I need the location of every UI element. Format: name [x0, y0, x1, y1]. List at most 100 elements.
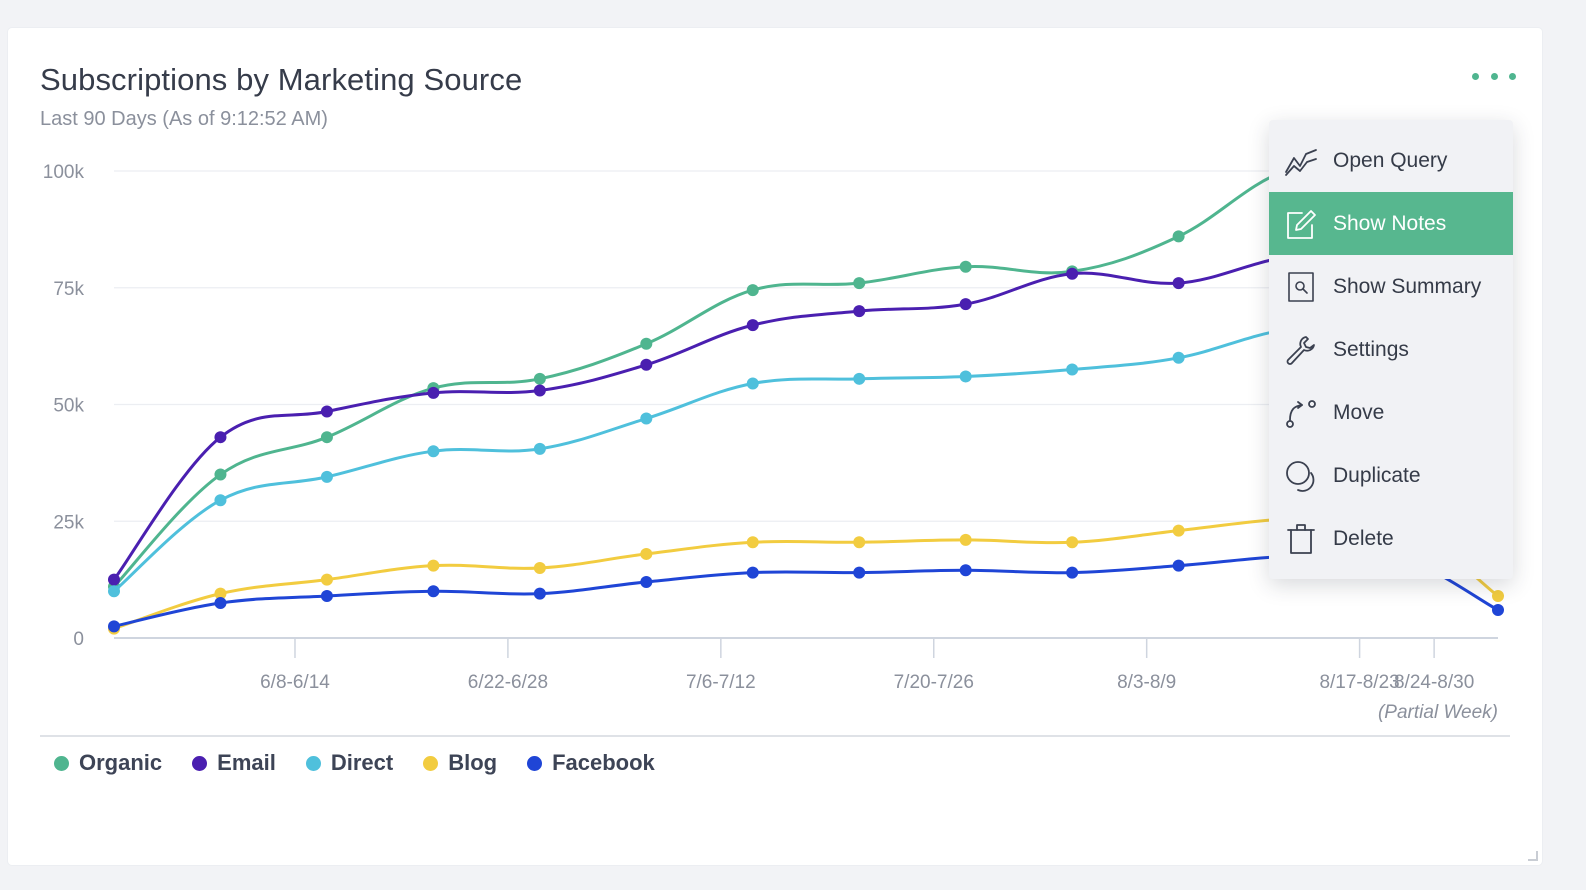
data-point-organic[interactable] — [320, 431, 333, 444]
data-point-facebook[interactable] — [214, 596, 227, 609]
data-point-email[interactable] — [533, 384, 546, 397]
data-point-direct[interactable] — [1172, 351, 1185, 364]
data-point-organic[interactable] — [640, 337, 653, 350]
data-point-blog[interactable] — [320, 573, 333, 586]
legend-label: Email — [217, 750, 276, 775]
data-point-direct[interactable] — [214, 494, 227, 507]
data-point-email[interactable] — [959, 298, 972, 311]
data-point-facebook[interactable] — [640, 575, 653, 588]
menu-item-label: Open Query — [1333, 148, 1448, 172]
resize-handle[interactable] — [1528, 851, 1538, 861]
data-point-email[interactable] — [427, 386, 440, 399]
data-point-facebook[interactable] — [853, 566, 866, 579]
menu-item-show-summary[interactable]: Show Summary — [1269, 255, 1513, 318]
legend-item-organic[interactable]: Organic — [54, 750, 162, 776]
menu-item-label: Duplicate — [1333, 463, 1421, 487]
data-point-organic[interactable] — [853, 277, 866, 290]
data-point-facebook[interactable] — [959, 564, 972, 577]
data-point-blog[interactable] — [533, 561, 546, 574]
x-tick-label: 6/22-6/28 — [468, 672, 548, 693]
data-point-email[interactable] — [108, 573, 120, 586]
data-point-blog[interactable] — [959, 533, 972, 546]
data-point-blog[interactable] — [1172, 524, 1185, 537]
legend-item-email[interactable]: Email — [192, 750, 276, 776]
open-query-icon — [1283, 143, 1319, 179]
y-tick-label: 50k — [53, 396, 84, 417]
data-point-organic[interactable] — [959, 260, 972, 273]
legend-swatch — [54, 755, 69, 771]
more-options-button[interactable] — [1472, 64, 1516, 88]
menu-item-label: Move — [1333, 400, 1385, 424]
data-point-blog[interactable] — [746, 536, 759, 549]
data-point-blog[interactable] — [1492, 589, 1504, 602]
more-options-dot — [1509, 72, 1516, 80]
data-point-organic[interactable] — [214, 468, 227, 481]
data-point-organic[interactable] — [1172, 230, 1185, 243]
data-point-facebook[interactable] — [1172, 559, 1185, 572]
data-point-blog[interactable] — [1066, 536, 1079, 549]
partial-week-note: (Partial Week) — [1378, 702, 1498, 723]
legend-label: Blog — [448, 750, 498, 775]
chart-legend: Organic Email Direct Blog Facebook — [54, 750, 685, 776]
data-point-blog[interactable] — [427, 559, 440, 572]
menu-item-settings[interactable]: Settings — [1269, 318, 1513, 381]
legend-swatch — [192, 755, 208, 771]
data-point-organic[interactable] — [533, 372, 546, 385]
data-point-facebook[interactable] — [1492, 603, 1504, 616]
data-point-email[interactable] — [853, 305, 866, 318]
legend-label: Facebook — [552, 750, 655, 775]
menu-item-label: Delete — [1333, 526, 1394, 550]
data-point-facebook[interactable] — [427, 585, 440, 598]
menu-item-move[interactable]: Move — [1269, 381, 1513, 444]
delete-icon — [1283, 521, 1319, 557]
menu-item-open-query[interactable]: Open Query — [1269, 129, 1513, 192]
data-point-email[interactable] — [214, 431, 227, 444]
x-tick-label: 7/6-7/12 — [686, 672, 756, 693]
data-point-facebook[interactable] — [1066, 566, 1079, 579]
menu-item-duplicate[interactable]: Duplicate — [1269, 444, 1513, 507]
data-point-direct[interactable] — [320, 470, 333, 483]
legend-swatch — [527, 755, 543, 771]
data-point-facebook[interactable] — [108, 620, 120, 633]
data-point-direct[interactable] — [1066, 363, 1079, 376]
data-point-direct[interactable] — [640, 412, 653, 425]
legend-item-blog[interactable]: Blog — [423, 750, 497, 776]
data-point-email[interactable] — [640, 358, 653, 371]
data-point-facebook[interactable] — [746, 566, 759, 579]
legend-label: Organic — [79, 750, 163, 775]
legend-item-facebook[interactable]: Facebook — [527, 750, 655, 776]
data-point-facebook[interactable] — [533, 587, 546, 600]
more-options-dot — [1490, 72, 1498, 80]
data-point-direct[interactable] — [427, 445, 440, 458]
data-point-email[interactable] — [1172, 277, 1185, 290]
data-point-facebook[interactable] — [320, 589, 333, 602]
data-point-direct[interactable] — [108, 585, 120, 598]
card-options-menu: Open Query Show Notes Show Summary Setti… — [1269, 120, 1513, 579]
data-point-organic[interactable] — [746, 284, 759, 297]
menu-item-label: Show Notes — [1333, 211, 1447, 235]
data-point-email[interactable] — [746, 319, 759, 332]
legend-label: Direct — [330, 750, 394, 775]
legend-divider — [40, 735, 1510, 737]
menu-item-delete[interactable]: Delete — [1269, 507, 1513, 570]
menu-item-label: Settings — [1333, 337, 1409, 361]
data-point-blog[interactable] — [853, 536, 866, 549]
chart-subtitle: Last 90 Days (As of 9:12:52 AM) — [40, 108, 328, 130]
x-tick-label: 8/17-8/23 — [1319, 672, 1399, 693]
data-point-blog[interactable] — [640, 547, 653, 560]
x-tick-label: 7/20-7/26 — [894, 672, 974, 693]
legend-item-direct[interactable]: Direct — [305, 750, 394, 776]
data-point-direct[interactable] — [746, 377, 759, 390]
data-point-direct[interactable] — [533, 442, 546, 455]
show-summary-icon — [1283, 269, 1319, 305]
data-point-blog[interactable] — [214, 587, 227, 600]
chart-title: Subscriptions by Marketing Source — [40, 62, 523, 97]
data-point-direct[interactable] — [853, 372, 866, 385]
menu-item-show-notes[interactable]: Show Notes — [1269, 192, 1513, 255]
data-point-direct[interactable] — [959, 370, 972, 383]
menu-item-label: Show Summary — [1333, 274, 1482, 298]
data-point-email[interactable] — [1066, 267, 1079, 280]
x-tick-label: 8/3-8/9 — [1117, 672, 1176, 693]
more-options-dot — [1472, 72, 1479, 80]
data-point-email[interactable] — [320, 405, 333, 418]
